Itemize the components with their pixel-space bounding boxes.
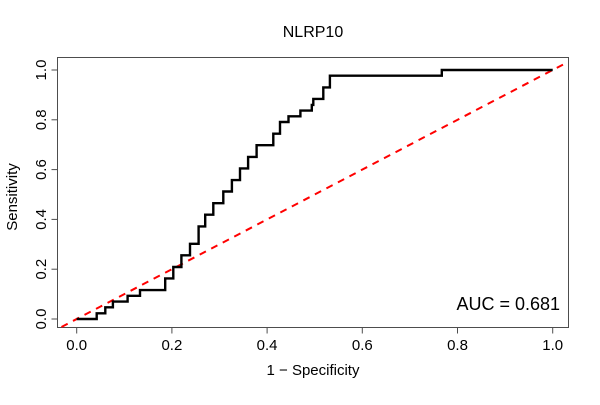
chart-title: NLRP10 — [283, 24, 344, 41]
x-axis-label: 1 − Specificity — [267, 362, 360, 379]
x-tick-label: 0.4 — [257, 337, 278, 354]
x-axis-ticks: 0.0 0.2 0.4 0.6 0.8 1.0 — [66, 327, 563, 354]
y-axis-label: Sensitivity — [4, 163, 21, 231]
y-tick-label: 1.0 — [33, 60, 50, 81]
y-tick-label: 0.8 — [33, 109, 50, 130]
y-tick-label: 0.4 — [33, 209, 50, 230]
y-tick-label: 0.2 — [33, 259, 50, 280]
chance-diagonal-line — [61, 61, 569, 328]
y-tick-label: 0.6 — [33, 159, 50, 180]
plot-box — [57, 57, 569, 328]
x-tick-label: 0.0 — [66, 337, 87, 354]
x-tick-label: 0.6 — [352, 337, 373, 354]
x-tick-label: 1.0 — [542, 337, 563, 354]
x-tick-label: 0.8 — [447, 337, 468, 354]
auc-annotation: AUC = 0.681 — [456, 294, 560, 314]
y-tick-label: 0.0 — [33, 309, 50, 330]
y-axis-ticks: 0.0 0.2 0.4 0.6 0.8 1.0 — [33, 60, 58, 330]
roc-curve — [76, 68, 553, 321]
x-tick-label: 0.2 — [161, 337, 182, 354]
